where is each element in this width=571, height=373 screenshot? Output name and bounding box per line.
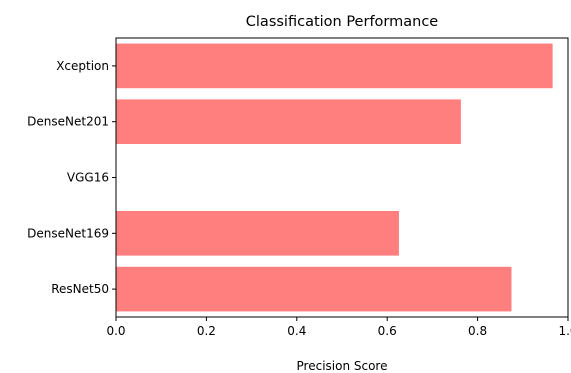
x-tick-label: 0.4 bbox=[287, 324, 306, 338]
y-tick-label: VGG16 bbox=[67, 171, 109, 185]
bar-densenet201 bbox=[116, 99, 461, 145]
y-tick-label: Xception bbox=[56, 59, 109, 73]
x-tick-label: 0.8 bbox=[468, 324, 487, 338]
bars-group bbox=[116, 43, 553, 312]
chart-title: Classification Performance bbox=[246, 14, 439, 30]
x-tick-label: 0.2 bbox=[197, 324, 216, 338]
x-tick-label: 0.0 bbox=[106, 324, 125, 338]
bar-resnet50 bbox=[116, 266, 512, 312]
bar-densenet169 bbox=[116, 210, 399, 256]
y-tick-label: DenseNet169 bbox=[27, 226, 109, 240]
bar-xception bbox=[116, 43, 553, 89]
x-axis: 0.0 0.2 0.4 0.6 0.8 1.0 bbox=[106, 317, 571, 338]
x-tick-label: 0.6 bbox=[378, 324, 397, 338]
plot-frame bbox=[115, 37, 569, 318]
y-axis: Xception DenseNet201 VGG16 DenseNet169 ResNe… bbox=[27, 59, 116, 296]
y-tick-label: ResNet50 bbox=[51, 282, 109, 296]
x-tick-label: 1.0 bbox=[558, 324, 571, 338]
y-tick-label: DenseNet201 bbox=[27, 115, 109, 129]
x-axis-title: Precision Score bbox=[297, 359, 388, 373]
